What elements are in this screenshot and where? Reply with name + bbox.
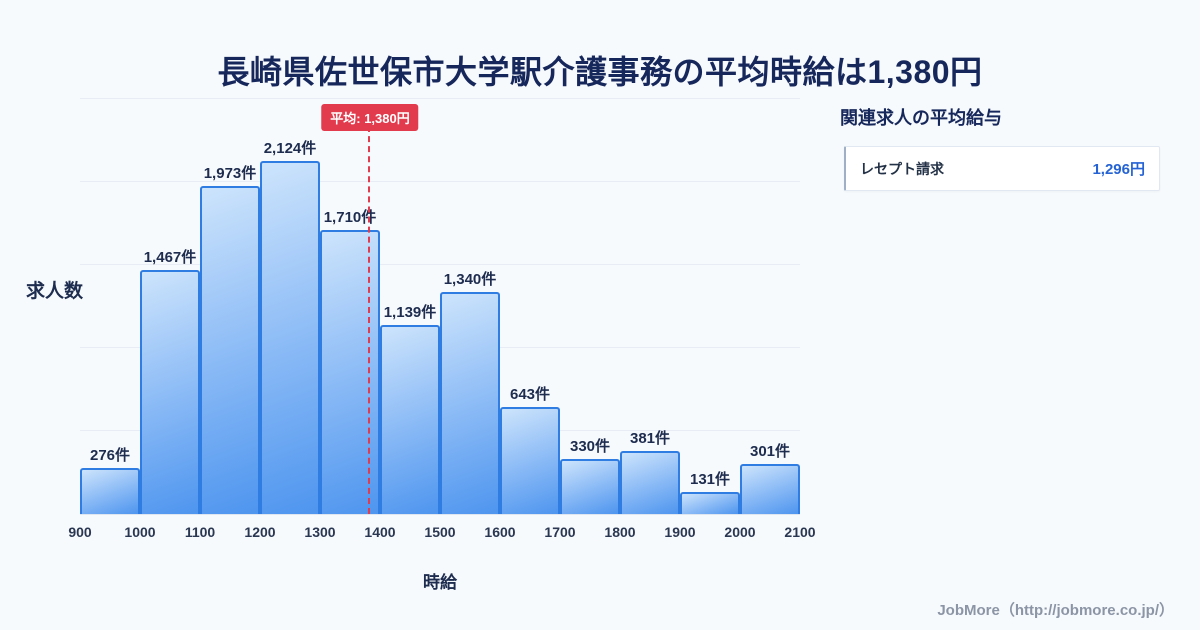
- histogram-bar: [440, 292, 500, 514]
- bar-slot: 1,340件: [440, 100, 500, 514]
- bar-slot: 301件: [740, 100, 800, 514]
- average-badge: 平均: 1,380円: [321, 104, 419, 131]
- bar-value-label: 643件: [509, 386, 551, 403]
- footer-credit: JobMore（http://jobmore.co.jp/）: [937, 602, 1174, 619]
- side-panel-heading: 関連求人の平均給与: [840, 108, 1002, 128]
- histogram-bar: [680, 492, 740, 514]
- x-tick-label: 1600: [484, 524, 516, 540]
- bar-slot: 1,973件: [200, 100, 260, 514]
- x-tick-label: 2000: [724, 524, 756, 540]
- x-axis-label: 時給: [423, 573, 457, 592]
- bar-value-label: 276件: [89, 447, 131, 464]
- bar-slot: 2,124件: [260, 100, 320, 514]
- bar-value-label: 330件: [569, 438, 611, 455]
- gridline: [80, 98, 800, 99]
- bar-slot: 330件: [560, 100, 620, 514]
- histogram-bar: [260, 161, 320, 514]
- x-tick-label: 900: [68, 524, 92, 540]
- bar-value-label: 1,340件: [443, 271, 497, 288]
- x-tick-label: 1200: [244, 524, 276, 540]
- histogram-bar: [320, 230, 380, 514]
- bar-value-label: 381件: [629, 430, 671, 447]
- related-job-card: レセプト請求 1,296円: [844, 146, 1160, 191]
- x-tick-label: 1800: [604, 524, 636, 540]
- histogram-chart: 276件 1,467件 1,973件 2,124件 1,710件 1,139件 1,340件…: [68, 98, 816, 540]
- x-tick-label: 2100: [784, 524, 816, 540]
- x-tick-label: 1900: [664, 524, 696, 540]
- histogram-bar: [560, 459, 620, 514]
- bar-slot: 1,467件: [140, 100, 200, 514]
- histogram-bar: [620, 451, 680, 514]
- bar-value-label: 131件: [689, 471, 731, 488]
- bar-value-label: 1,467件: [143, 249, 197, 266]
- average-line: 平均: 1,380円: [321, 104, 419, 514]
- page-title: 長崎県佐世保市大学駅介護事務の平均時給は1,380円: [217, 54, 983, 91]
- bar-slot: 1,710件: [320, 100, 380, 514]
- x-tick-label: 1400: [364, 524, 396, 540]
- histogram-bar: [740, 464, 800, 514]
- histogram-bar: [500, 407, 560, 514]
- x-tick-label: 1700: [544, 524, 576, 540]
- related-job-value: 1,296円: [1092, 161, 1145, 178]
- x-axis-ticks: 900 1000 1100 1200 1300 1400 1500 1600 1700 1800 1…: [68, 514, 815, 544]
- bar-slot: 381件: [620, 100, 680, 514]
- gridline: [80, 181, 800, 182]
- gridline: [80, 264, 800, 265]
- bar-slot: 1,139件: [380, 100, 440, 514]
- x-tick-label: 1000: [124, 524, 156, 540]
- related-job-label: レセプト請求: [860, 160, 944, 177]
- bar-value-label: 1,139件: [383, 304, 437, 321]
- bar-value-label: 1,710件: [323, 209, 377, 226]
- histogram-bar: [380, 325, 440, 514]
- histogram-bar: [200, 186, 260, 514]
- bar-value-label: 301件: [749, 443, 791, 460]
- histogram-bar: [80, 468, 140, 514]
- bar-slot: 276件: [80, 100, 140, 514]
- bar-value-label: 2,124件: [263, 140, 317, 157]
- bars-container: 276件 1,467件 1,973件 2,124件 1,710件 1,139件 1,340件…: [80, 100, 800, 514]
- x-tick-label: 1100: [184, 524, 216, 540]
- bar-slot: 131件: [680, 100, 740, 514]
- x-tick-label: 1300: [304, 524, 336, 540]
- bar-value-label: 1,973件: [203, 165, 257, 182]
- y-axis-label: 求人数: [26, 281, 84, 302]
- x-tick-label: 1500: [424, 524, 456, 540]
- histogram-bar: [140, 270, 200, 514]
- bar-slot: 643件: [500, 100, 560, 514]
